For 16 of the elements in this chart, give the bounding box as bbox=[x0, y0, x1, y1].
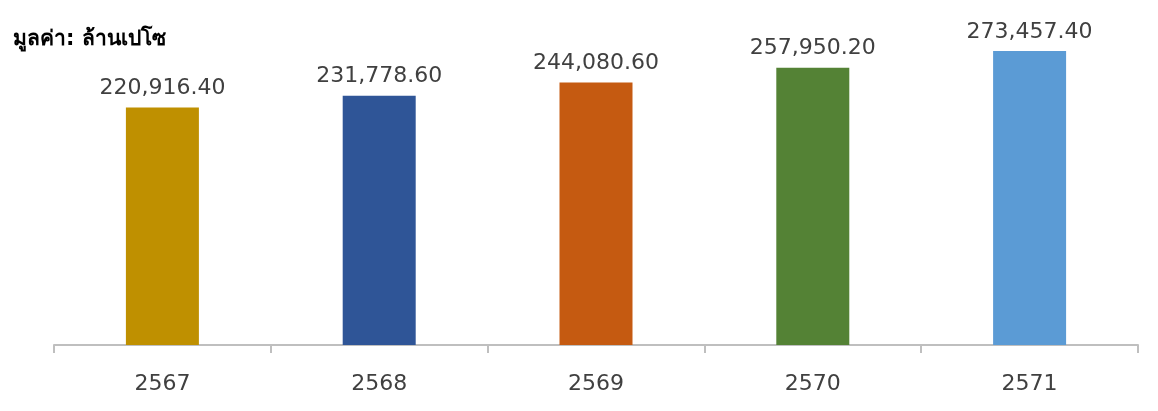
data-label: 220,916.40 bbox=[99, 73, 226, 99]
x-tick-label: 2567 bbox=[134, 369, 191, 395]
data-label: 244,080.60 bbox=[533, 49, 659, 75]
x-tick-label: 2571 bbox=[1001, 369, 1058, 395]
bar bbox=[559, 82, 633, 345]
data-label: 231,778.60 bbox=[316, 62, 443, 88]
bar bbox=[993, 51, 1067, 345]
bar bbox=[776, 67, 850, 345]
data-label: 273,457.40 bbox=[966, 17, 1093, 43]
x-tick-label: 2569 bbox=[568, 369, 624, 395]
y-axis-title: มูลค่า: ล้านเปโซ bbox=[13, 24, 166, 52]
bar bbox=[125, 107, 199, 345]
x-tick-label: 2570 bbox=[784, 369, 841, 395]
data-label: 257,950.20 bbox=[749, 34, 876, 60]
x-tick-label: 2568 bbox=[351, 369, 408, 395]
bar bbox=[342, 95, 416, 345]
